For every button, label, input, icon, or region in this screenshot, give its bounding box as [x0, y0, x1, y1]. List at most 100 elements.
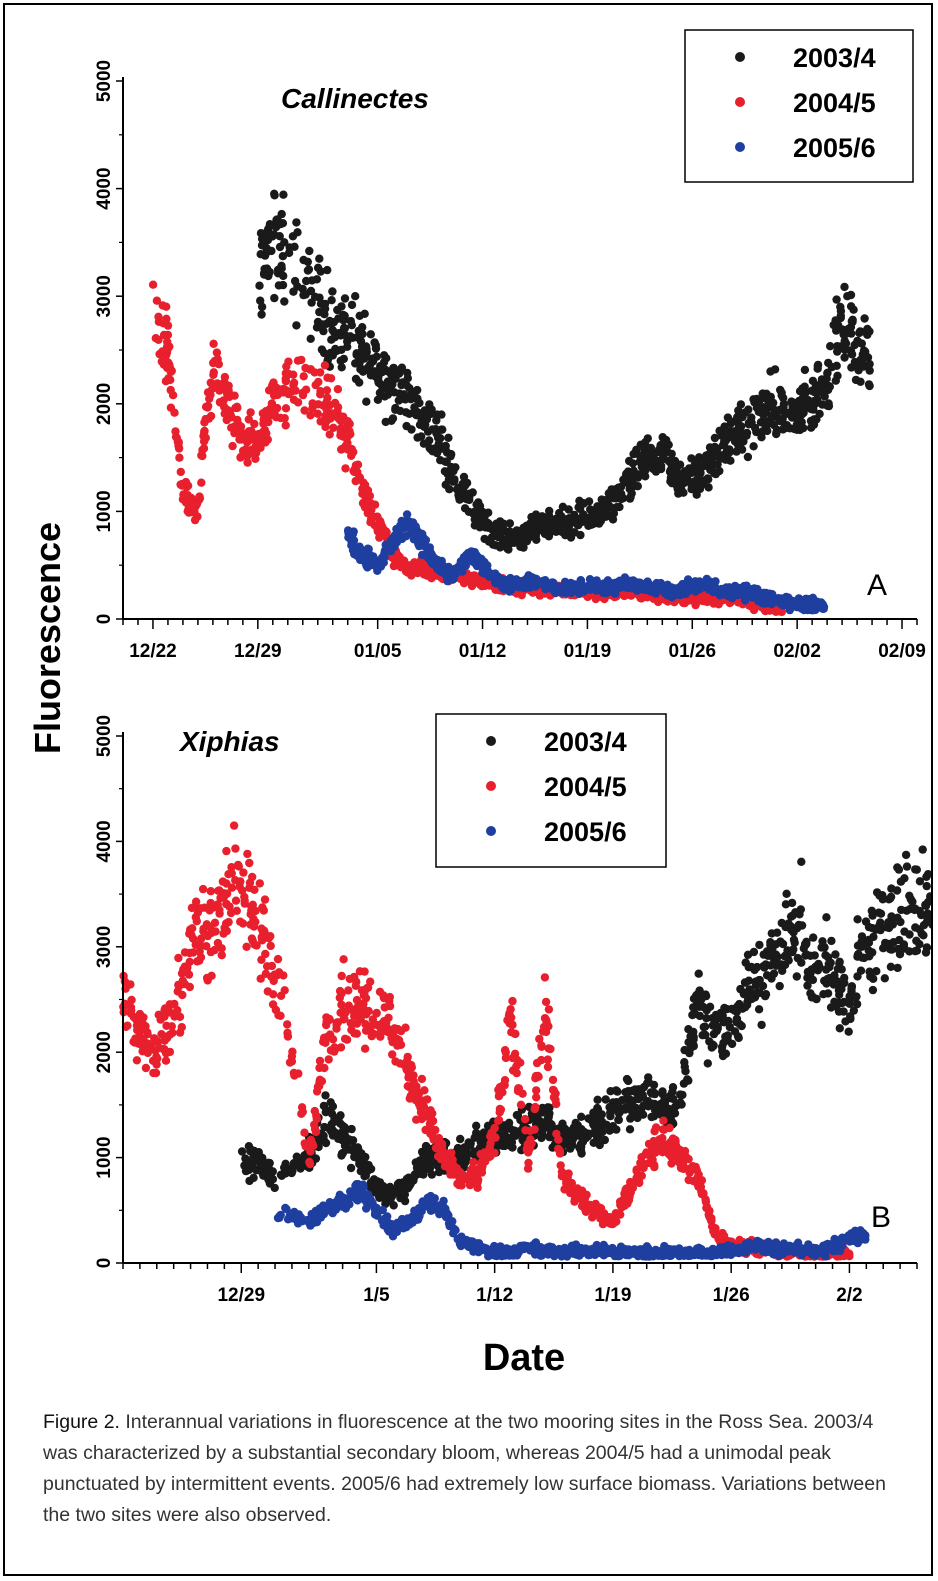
data-point	[161, 1056, 171, 1065]
data-point	[390, 388, 399, 397]
data-point	[389, 561, 399, 571]
data-point	[347, 300, 357, 310]
data-point	[510, 576, 520, 585]
data-point	[162, 1033, 172, 1043]
data-point	[197, 478, 206, 487]
data-point	[915, 877, 925, 886]
data-point	[666, 1142, 675, 1151]
data-point	[213, 379, 222, 388]
data-point	[608, 1122, 618, 1131]
data-point	[376, 365, 385, 374]
data-point	[478, 1157, 487, 1166]
data-point	[264, 934, 273, 943]
data-point	[203, 931, 212, 941]
data-point	[394, 529, 403, 538]
data-point	[153, 1054, 162, 1063]
data-point	[419, 439, 429, 448]
x-tick-label: 01/12	[459, 641, 507, 662]
data-point	[191, 913, 200, 922]
data-point	[836, 306, 846, 316]
chart-title: Callinectes	[281, 83, 429, 114]
data-point	[366, 360, 375, 369]
data-point	[214, 360, 223, 369]
data-point	[375, 987, 385, 996]
data-point	[526, 1135, 535, 1144]
data-point	[305, 365, 315, 374]
data-point	[761, 990, 771, 999]
data-point	[827, 936, 836, 946]
data-point	[320, 361, 330, 370]
data-point	[611, 1209, 620, 1218]
data-point	[675, 487, 685, 496]
y-tick-label: 4000	[94, 167, 115, 209]
data-point	[824, 401, 834, 411]
data-point	[782, 889, 791, 898]
data-point	[847, 317, 856, 326]
data-point	[373, 395, 383, 404]
data-point	[256, 1156, 266, 1166]
data-point	[696, 584, 705, 593]
data-point	[632, 445, 641, 454]
data-point	[831, 376, 840, 385]
data-point	[538, 576, 548, 586]
data-point	[723, 413, 733, 422]
data-point	[333, 305, 342, 315]
data-point	[581, 1205, 590, 1215]
data-point	[226, 411, 236, 421]
data-point	[756, 418, 766, 427]
data-point	[328, 351, 337, 360]
data-point	[308, 404, 317, 413]
data-point	[263, 229, 272, 238]
data-point	[335, 993, 344, 1002]
data-point	[442, 572, 451, 581]
data-point	[206, 947, 216, 957]
data-point	[794, 404, 803, 413]
series-2003-4	[255, 189, 874, 554]
data-point	[531, 1071, 541, 1081]
data-point	[860, 314, 869, 323]
data-point	[238, 886, 247, 895]
data-point	[650, 1127, 659, 1136]
series-points-group	[148, 189, 874, 617]
data-point	[195, 493, 204, 502]
data-point	[775, 981, 784, 991]
data-point	[725, 445, 734, 454]
data-point	[306, 1135, 316, 1145]
data-point	[677, 470, 686, 479]
data-point	[889, 938, 898, 947]
data-point	[346, 1145, 356, 1155]
data-point	[681, 1152, 690, 1162]
data-point	[751, 981, 761, 990]
data-point	[659, 1116, 668, 1125]
data-point	[205, 394, 214, 403]
data-point	[763, 426, 772, 436]
data-point	[314, 377, 323, 387]
data-point	[625, 1125, 635, 1134]
data-point	[865, 366, 874, 375]
data-point	[517, 580, 526, 590]
data-point	[315, 254, 324, 263]
data-point	[613, 484, 622, 493]
data-point	[778, 414, 787, 424]
data-point	[532, 1086, 541, 1095]
data-point	[911, 947, 920, 956]
data-point	[389, 1201, 398, 1210]
data-point	[445, 449, 455, 459]
data-point	[323, 393, 332, 402]
data-point	[649, 1080, 659, 1090]
data-point	[635, 457, 644, 466]
data-point	[287, 1168, 296, 1178]
data-point	[333, 385, 343, 394]
data-point	[423, 1095, 432, 1104]
data-point	[902, 862, 912, 871]
data-point	[344, 986, 353, 995]
data-point	[777, 607, 786, 617]
data-point	[835, 957, 844, 966]
data-point	[278, 280, 288, 290]
data-point	[701, 1195, 710, 1204]
data-point	[272, 403, 282, 413]
data-point	[458, 1147, 467, 1156]
data-point	[822, 913, 831, 922]
data-point	[544, 1044, 553, 1053]
data-point	[340, 1034, 350, 1044]
